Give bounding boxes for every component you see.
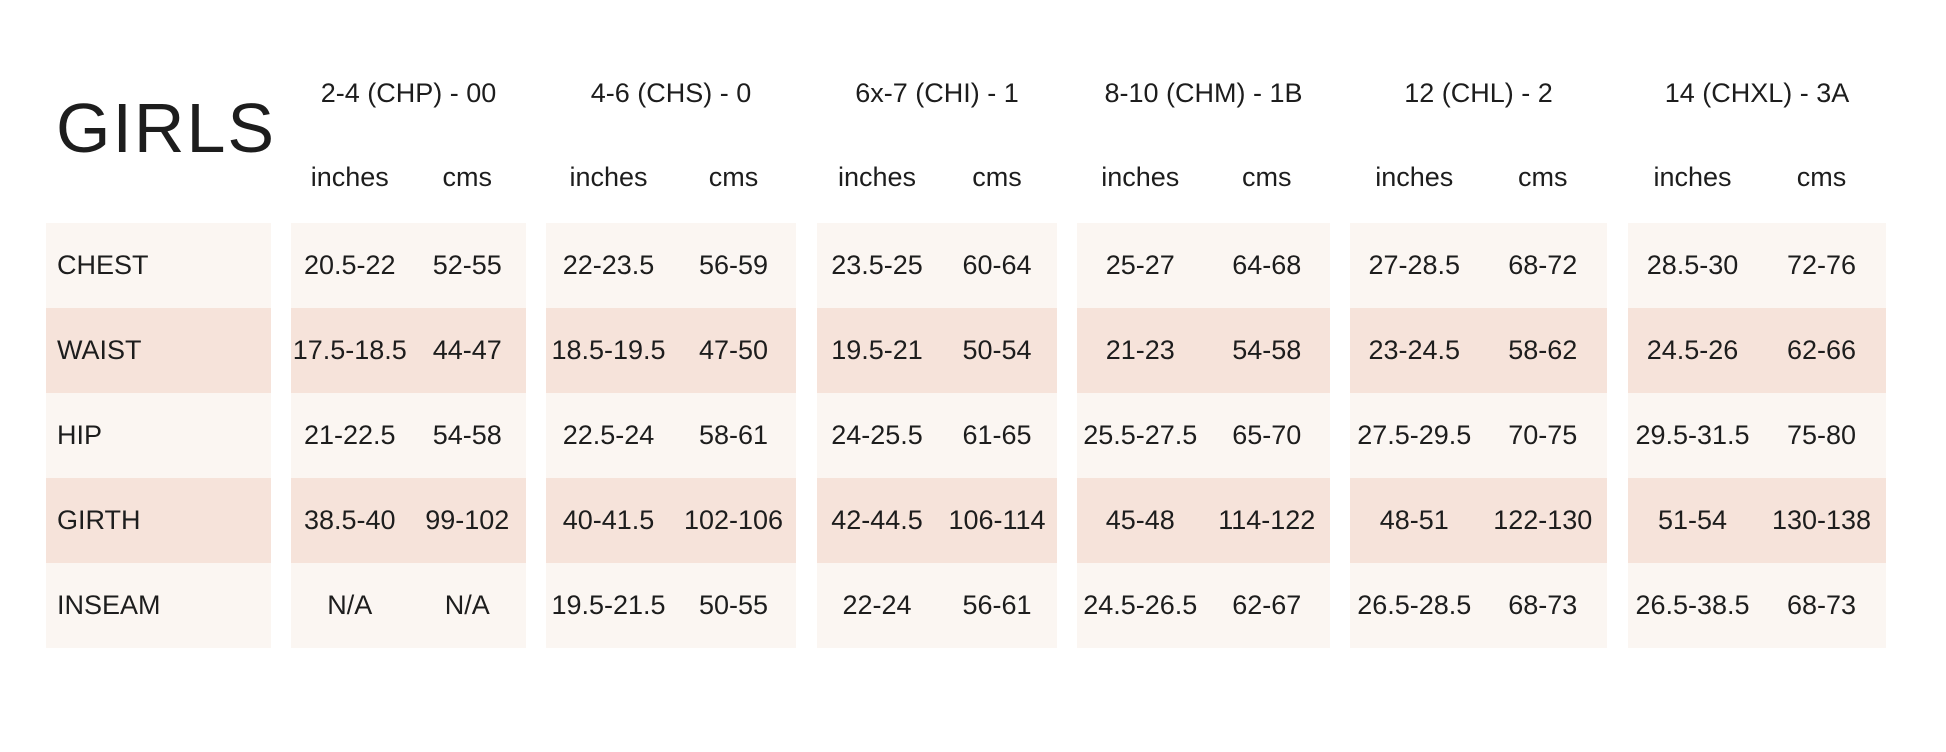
row-label: CHEST bbox=[46, 223, 271, 308]
cell-inches: 19.5-21.5 bbox=[546, 563, 671, 648]
cell-inches: 19.5-21 bbox=[817, 308, 937, 393]
cell-cms: 62-66 bbox=[1757, 308, 1886, 393]
cell-cms: 122-130 bbox=[1478, 478, 1607, 563]
cell-cms: 99-102 bbox=[408, 478, 526, 563]
cell-inches: 21-22.5 bbox=[291, 393, 409, 478]
cell-cms: 102-106 bbox=[671, 478, 796, 563]
cell-cms: 68-72 bbox=[1478, 223, 1607, 308]
cell-inches: 17.5-18.5 bbox=[291, 308, 409, 393]
cell-inches: N/A bbox=[291, 563, 409, 648]
unit-header-cms: cms bbox=[708, 162, 759, 192]
cell-cms: 62-67 bbox=[1203, 563, 1330, 648]
cell-cms: 50-55 bbox=[671, 563, 796, 648]
cell-cms: 61-65 bbox=[937, 393, 1057, 478]
cell-cms: 68-73 bbox=[1478, 563, 1607, 648]
cell-cms: 47-50 bbox=[671, 308, 796, 393]
cell-cms: 44-47 bbox=[408, 308, 526, 393]
unit-header-inches: inches bbox=[1101, 162, 1180, 192]
row-label: HIP bbox=[46, 393, 271, 478]
cell-inches: 45-48 bbox=[1077, 478, 1204, 563]
cell-inches: 22-24 bbox=[817, 563, 937, 648]
cell-cms: 70-75 bbox=[1478, 393, 1607, 478]
cell-inches: 40-41.5 bbox=[546, 478, 671, 563]
unit-header-inches: inches bbox=[569, 162, 648, 192]
cell-cms: 56-61 bbox=[937, 563, 1057, 648]
cell-inches: 20.5-22 bbox=[291, 223, 409, 308]
size-column-group: 12 (CHL) - 2 inches cms 27-28.5 68-72 23-24.5… bbox=[1350, 0, 1607, 752]
size-header: 2-4 (CHP) - 00 bbox=[320, 78, 497, 108]
cell-inches: 24-25.5 bbox=[817, 393, 937, 478]
unit-header-inches: inches bbox=[837, 162, 917, 192]
unit-header-cms: cms bbox=[1796, 162, 1847, 192]
cell-cms: N/A bbox=[408, 563, 526, 648]
unit-header-inches: inches bbox=[1375, 162, 1454, 192]
cell-inches: 48-51 bbox=[1350, 478, 1479, 563]
cell-cms: 65-70 bbox=[1203, 393, 1330, 478]
cell-inches: 26.5-38.5 bbox=[1628, 563, 1757, 648]
size-column-group: 8-10 (CHM) - 1B inches cms 25-27 64-68 21-23 5… bbox=[1077, 0, 1330, 752]
size-column-group: 4-6 (CHS) - 0 inches cms 22-23.5 56-59 18.5-1… bbox=[546, 0, 796, 752]
cell-cms: 72-76 bbox=[1757, 223, 1886, 308]
unit-header-inches: inches bbox=[1653, 162, 1732, 192]
cell-inches: 51-54 bbox=[1628, 478, 1757, 563]
cell-inches: 22.5-24 bbox=[546, 393, 671, 478]
unit-header-cms: cms bbox=[1518, 162, 1568, 192]
cell-cms: 60-64 bbox=[937, 223, 1057, 308]
size-header: 14 (CHXL) - 3A bbox=[1664, 78, 1850, 108]
cell-inches: 22-23.5 bbox=[546, 223, 671, 308]
cell-cms: 52-55 bbox=[408, 223, 526, 308]
cell-inches: 26.5-28.5 bbox=[1350, 563, 1479, 648]
cell-cms: 64-68 bbox=[1203, 223, 1330, 308]
size-column-group: 2-4 (CHP) - 00 inches cms 20.5-22 52-55 17.5-… bbox=[291, 0, 526, 752]
unit-header-cms: cms bbox=[972, 162, 1022, 192]
row-label: GIRTH bbox=[46, 478, 271, 563]
cell-inches: 27.5-29.5 bbox=[1350, 393, 1479, 478]
cell-cms: 58-62 bbox=[1478, 308, 1607, 393]
cell-inches: 25-27 bbox=[1077, 223, 1204, 308]
cell-inches: 25.5-27.5 bbox=[1077, 393, 1204, 478]
cell-cms: 68-73 bbox=[1757, 563, 1886, 648]
size-header: 6x-7 (CHI) - 1 bbox=[855, 78, 1019, 108]
cell-cms: 58-61 bbox=[671, 393, 796, 478]
page-title: GIRLS bbox=[56, 89, 277, 167]
cell-cms: 54-58 bbox=[408, 393, 526, 478]
size-column-group: 6x-7 (CHI) - 1 inches cms 23.5-25 60-64 19.5-… bbox=[817, 0, 1057, 752]
cell-cms: 50-54 bbox=[937, 308, 1057, 393]
cell-inches: 29.5-31.5 bbox=[1628, 393, 1757, 478]
cell-inches: 27-28.5 bbox=[1350, 223, 1479, 308]
cell-cms: 130-138 bbox=[1757, 478, 1886, 563]
unit-header-cms: cms bbox=[442, 162, 493, 192]
cell-cms: 56-59 bbox=[671, 223, 796, 308]
size-header: 8-10 (CHM) - 1B bbox=[1104, 78, 1303, 108]
cell-inches: 38.5-40 bbox=[291, 478, 409, 563]
cell-inches: 42-44.5 bbox=[817, 478, 937, 563]
cell-inches: 28.5-30 bbox=[1628, 223, 1757, 308]
cell-inches: 23-24.5 bbox=[1350, 308, 1479, 393]
cell-inches: 23.5-25 bbox=[817, 223, 937, 308]
row-label: INSEAM bbox=[46, 563, 271, 648]
cell-inches: 24.5-26 bbox=[1628, 308, 1757, 393]
row-label: WAIST bbox=[46, 308, 271, 393]
size-header: 4-6 (CHS) - 0 bbox=[590, 78, 752, 108]
cell-inches: 21-23 bbox=[1077, 308, 1204, 393]
unit-header-cms: cms bbox=[1242, 162, 1292, 192]
size-column-group: 14 (CHXL) - 3A inches cms 28.5-30 72-76 24.5-… bbox=[1628, 0, 1886, 752]
cell-cms: 75-80 bbox=[1757, 393, 1886, 478]
cell-cms: 106-114 bbox=[937, 478, 1057, 563]
unit-header-inches: inches bbox=[310, 162, 389, 192]
cell-inches: 24.5-26.5 bbox=[1077, 563, 1204, 648]
size-header: 12 (CHL) - 2 bbox=[1404, 78, 1553, 108]
cell-cms: 54-58 bbox=[1203, 308, 1330, 393]
cell-inches: 18.5-19.5 bbox=[546, 308, 671, 393]
cell-cms: 114-122 bbox=[1203, 478, 1330, 563]
